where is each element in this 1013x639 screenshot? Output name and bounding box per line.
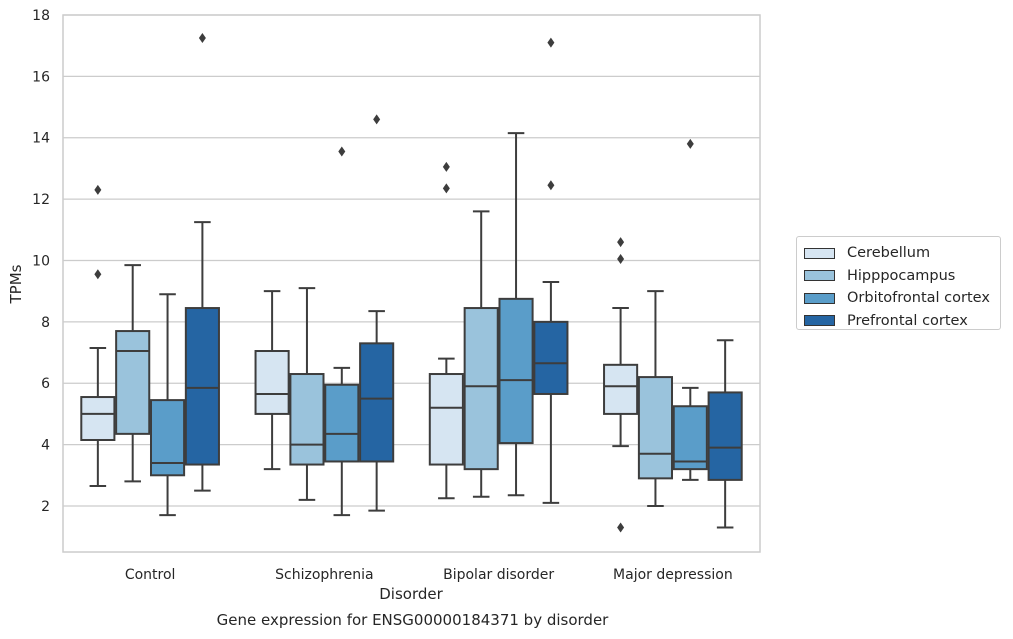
legend-item-hippocampus: Hipppocampus	[804, 265, 1000, 288]
y-tick-label: 16	[32, 69, 50, 85]
y-tick-label: 12	[32, 192, 50, 208]
legend-item-prefrontal-cortex: Prefrontal cortex	[804, 310, 1000, 333]
legend-label: Hipppocampus	[847, 267, 956, 284]
outlier-point	[686, 138, 694, 149]
outlier-point	[547, 180, 555, 191]
plot-area-frame	[62, 14, 761, 553]
outlier-point	[94, 269, 102, 280]
box-iqr	[707, 391, 743, 481]
box-orbitofrontal-cortex	[498, 132, 534, 497]
box-iqr	[289, 373, 325, 466]
box-cerebellum	[428, 161, 464, 500]
legend-swatch-cerebellum	[804, 247, 835, 259]
box-orbitofrontal-cortex	[672, 138, 708, 481]
legend-swatch-hippocampus	[804, 270, 835, 282]
y-tick-labels: 2 4 6 8 10 12 14 16 18	[32, 8, 50, 515]
box-orbitofrontal-cortex	[149, 293, 186, 517]
legend-item-cerebellum: Cerebellum	[804, 242, 1000, 265]
box-iqr	[463, 307, 499, 471]
legend-label: Prefrontal cortex	[847, 312, 968, 329]
box-prefrontal-cortex	[707, 339, 743, 529]
x-tick-label: Major depression	[613, 567, 733, 583]
legend-label: Cerebellum	[847, 245, 931, 262]
outlier-point	[617, 237, 625, 248]
y-tick-label: 18	[32, 8, 50, 24]
x-tick-label: Schizophrenia	[275, 567, 373, 583]
box-cerebellum	[80, 184, 116, 488]
y-tick-label: 6	[41, 376, 50, 392]
legend-swatch-prefrontal-cortex	[804, 315, 835, 327]
outlier-point	[198, 33, 206, 44]
outlier-point	[373, 114, 381, 125]
box-iqr	[498, 297, 534, 445]
legend-swatch-orbitofrontal-cortex	[804, 292, 835, 304]
x-tick-label: Control	[125, 567, 176, 583]
box-hipppocampus	[115, 264, 151, 483]
box-iqr	[115, 330, 151, 435]
box-hipppocampus	[637, 290, 674, 507]
box-orbitofrontal-cortex	[324, 146, 360, 517]
box-iqr	[254, 350, 290, 415]
x-axis-label: Disorder	[379, 585, 443, 603]
y-tick-label: 2	[41, 499, 50, 515]
legend: Cerebellum Hipppocampus Orbitofrontal co…	[796, 236, 1001, 330]
box-prefrontal-cortex	[184, 33, 220, 492]
y-tick-label: 14	[32, 131, 50, 147]
outlier-point	[442, 161, 450, 172]
legend-item-orbitofrontal-cortex: Orbitofrontal cortex	[804, 287, 1000, 310]
box-prefrontal-cortex	[359, 114, 395, 512]
outlier-point	[94, 184, 102, 195]
box-iqr	[359, 342, 395, 463]
outlier-point	[442, 183, 450, 194]
y-axis-label: TPMs	[7, 264, 25, 304]
box-hipppocampus	[463, 210, 499, 498]
outlier-point	[617, 522, 625, 533]
figure-caption: Gene expression for ENSG00000184371 by d…	[216, 611, 609, 629]
box-iqr	[80, 396, 116, 441]
box-cerebellum	[254, 290, 290, 471]
x-tick-labels: Control Schizophrenia Bipolar disorder Majo…	[125, 567, 733, 583]
box-iqr	[324, 383, 360, 463]
box-cerebellum	[603, 237, 639, 533]
box-iqr	[428, 373, 464, 466]
y-tick-label: 4	[41, 438, 50, 454]
box-iqr	[637, 376, 674, 480]
outlier-point	[338, 146, 346, 157]
y-tick-label: 10	[32, 253, 50, 269]
box-hipppocampus	[289, 287, 325, 501]
box-iqr	[672, 405, 708, 471]
x-tick-label: Bipolar disorder	[443, 567, 554, 583]
box-prefrontal-cortex	[533, 37, 569, 504]
box-groups	[80, 33, 743, 533]
y-tick-label: 8	[41, 315, 50, 331]
legend-label: Orbitofrontal cortex	[847, 290, 990, 307]
box-iqr	[533, 320, 569, 395]
box-iqr	[603, 363, 639, 415]
outlier-point	[617, 253, 625, 264]
outlier-point	[547, 37, 555, 48]
box-iqr	[184, 307, 220, 466]
